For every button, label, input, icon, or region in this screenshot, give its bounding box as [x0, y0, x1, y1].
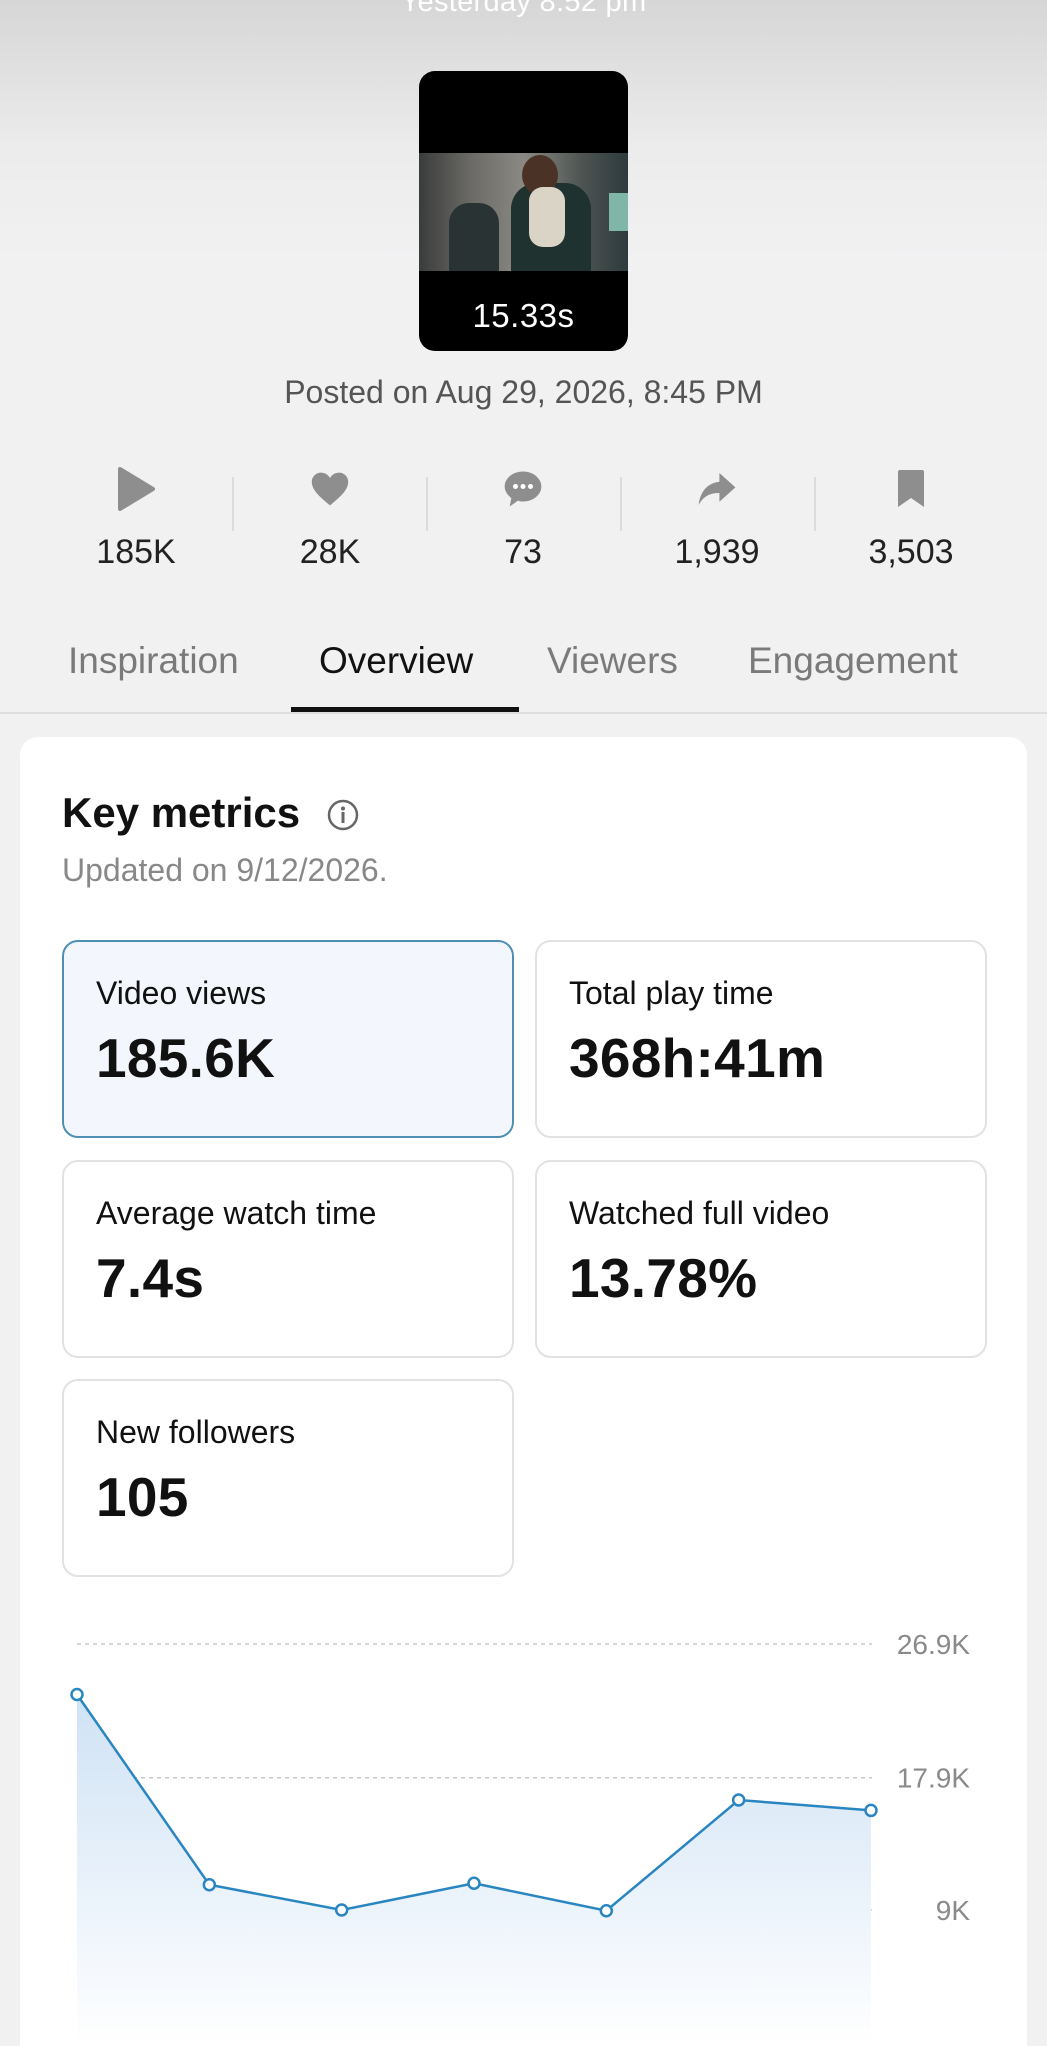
data-point[interactable] — [334, 1903, 349, 1917]
stat-value: 1,939 — [674, 533, 760, 571]
tab-engagement[interactable]: Engagement — [748, 640, 958, 681]
video-frame — [419, 153, 628, 271]
chart-svg: 26.9K 17.9K 9K — [70, 1629, 971, 2046]
metric-value: 368h:41m — [569, 1027, 826, 1089]
stat-divider — [232, 477, 234, 531]
stat-likes: 28K — [233, 455, 427, 575]
metric-card-average-watch-time[interactable]: Average watch time 7.4s — [62, 1160, 514, 1358]
key-metrics-card: Key metrics Updated on 9/12/2026. Video … — [20, 737, 1027, 2046]
key-metrics-title: Key metrics — [62, 789, 301, 836]
video-thumbnail[interactable]: 15.33s — [419, 71, 628, 351]
stat-comments: 73 — [426, 455, 620, 575]
metric-card-video-views[interactable]: Video views 185.6K — [62, 940, 514, 1138]
engagement-stats-row: 185K 28K 73 1,939 3,503 — [0, 455, 1047, 575]
metric-label: Watched full video — [569, 1195, 830, 1231]
info-icon[interactable] — [327, 799, 359, 831]
metric-value: 105 — [96, 1466, 189, 1528]
data-point[interactable] — [599, 1903, 614, 1918]
stat-divider — [814, 477, 816, 531]
y-tick-label: 17.9K — [897, 1763, 970, 1794]
data-point[interactable] — [70, 1687, 84, 1702]
y-tick-label: 26.9K — [897, 1629, 970, 1660]
metric-label: Video views — [96, 975, 267, 1011]
tab-viewers[interactable]: Viewers — [547, 640, 678, 681]
analytics-tabs: Inspiration Overview Viewers Engagement — [0, 630, 1047, 714]
active-tab-indicator — [291, 707, 519, 712]
metric-label: Average watch time — [96, 1195, 377, 1231]
chart-area-fill — [77, 1694, 871, 2046]
heart-icon — [310, 459, 350, 519]
metric-card-new-followers[interactable]: New followers 105 — [62, 1379, 514, 1577]
data-point[interactable] — [467, 1876, 481, 1891]
stat-value: 3,503 — [868, 533, 954, 571]
share-icon — [697, 459, 737, 519]
tab-overview[interactable]: Overview — [319, 640, 474, 681]
metric-value: 7.4s — [96, 1247, 205, 1309]
metric-label: Total play time — [569, 975, 774, 1011]
stat-plays: 185K — [39, 455, 233, 575]
stat-shares: 1,939 — [620, 455, 814, 575]
data-point[interactable] — [202, 1877, 217, 1892]
data-point[interactable] — [864, 1803, 878, 1818]
play-icon — [116, 459, 156, 519]
stat-saves: 3,503 — [814, 455, 1008, 575]
stat-divider — [426, 477, 428, 531]
metric-value: 185.6K — [96, 1027, 276, 1089]
metric-label: New followers — [96, 1414, 296, 1450]
tab-inspiration[interactable]: Inspiration — [68, 640, 239, 681]
video-duration: 15.33s — [472, 297, 575, 334]
metric-value: 13.78% — [569, 1247, 758, 1309]
stat-value: 73 — [504, 533, 542, 571]
status-time: Yesterday 8:52 pm — [400, 0, 647, 18]
posted-date: Posted on Aug 29, 2026, 8:45 PM — [284, 374, 763, 410]
bookmark-icon — [891, 459, 931, 519]
stat-value: 185K — [96, 533, 176, 571]
updated-date: Updated on 9/12/2026. — [62, 852, 388, 888]
metric-card-watched-full-video[interactable]: Watched full video 13.78% — [535, 1160, 987, 1358]
metric-card-total-play-time[interactable]: Total play time 368h:41m — [535, 940, 987, 1138]
data-point[interactable] — [731, 1793, 746, 1807]
video-views-chart: 26.9K 17.9K 9K — [0, 1620, 1047, 2046]
comment-icon — [503, 459, 543, 519]
y-tick-label: 9K — [936, 1895, 971, 1926]
stat-value: 28K — [299, 533, 361, 571]
stat-divider — [620, 477, 622, 531]
